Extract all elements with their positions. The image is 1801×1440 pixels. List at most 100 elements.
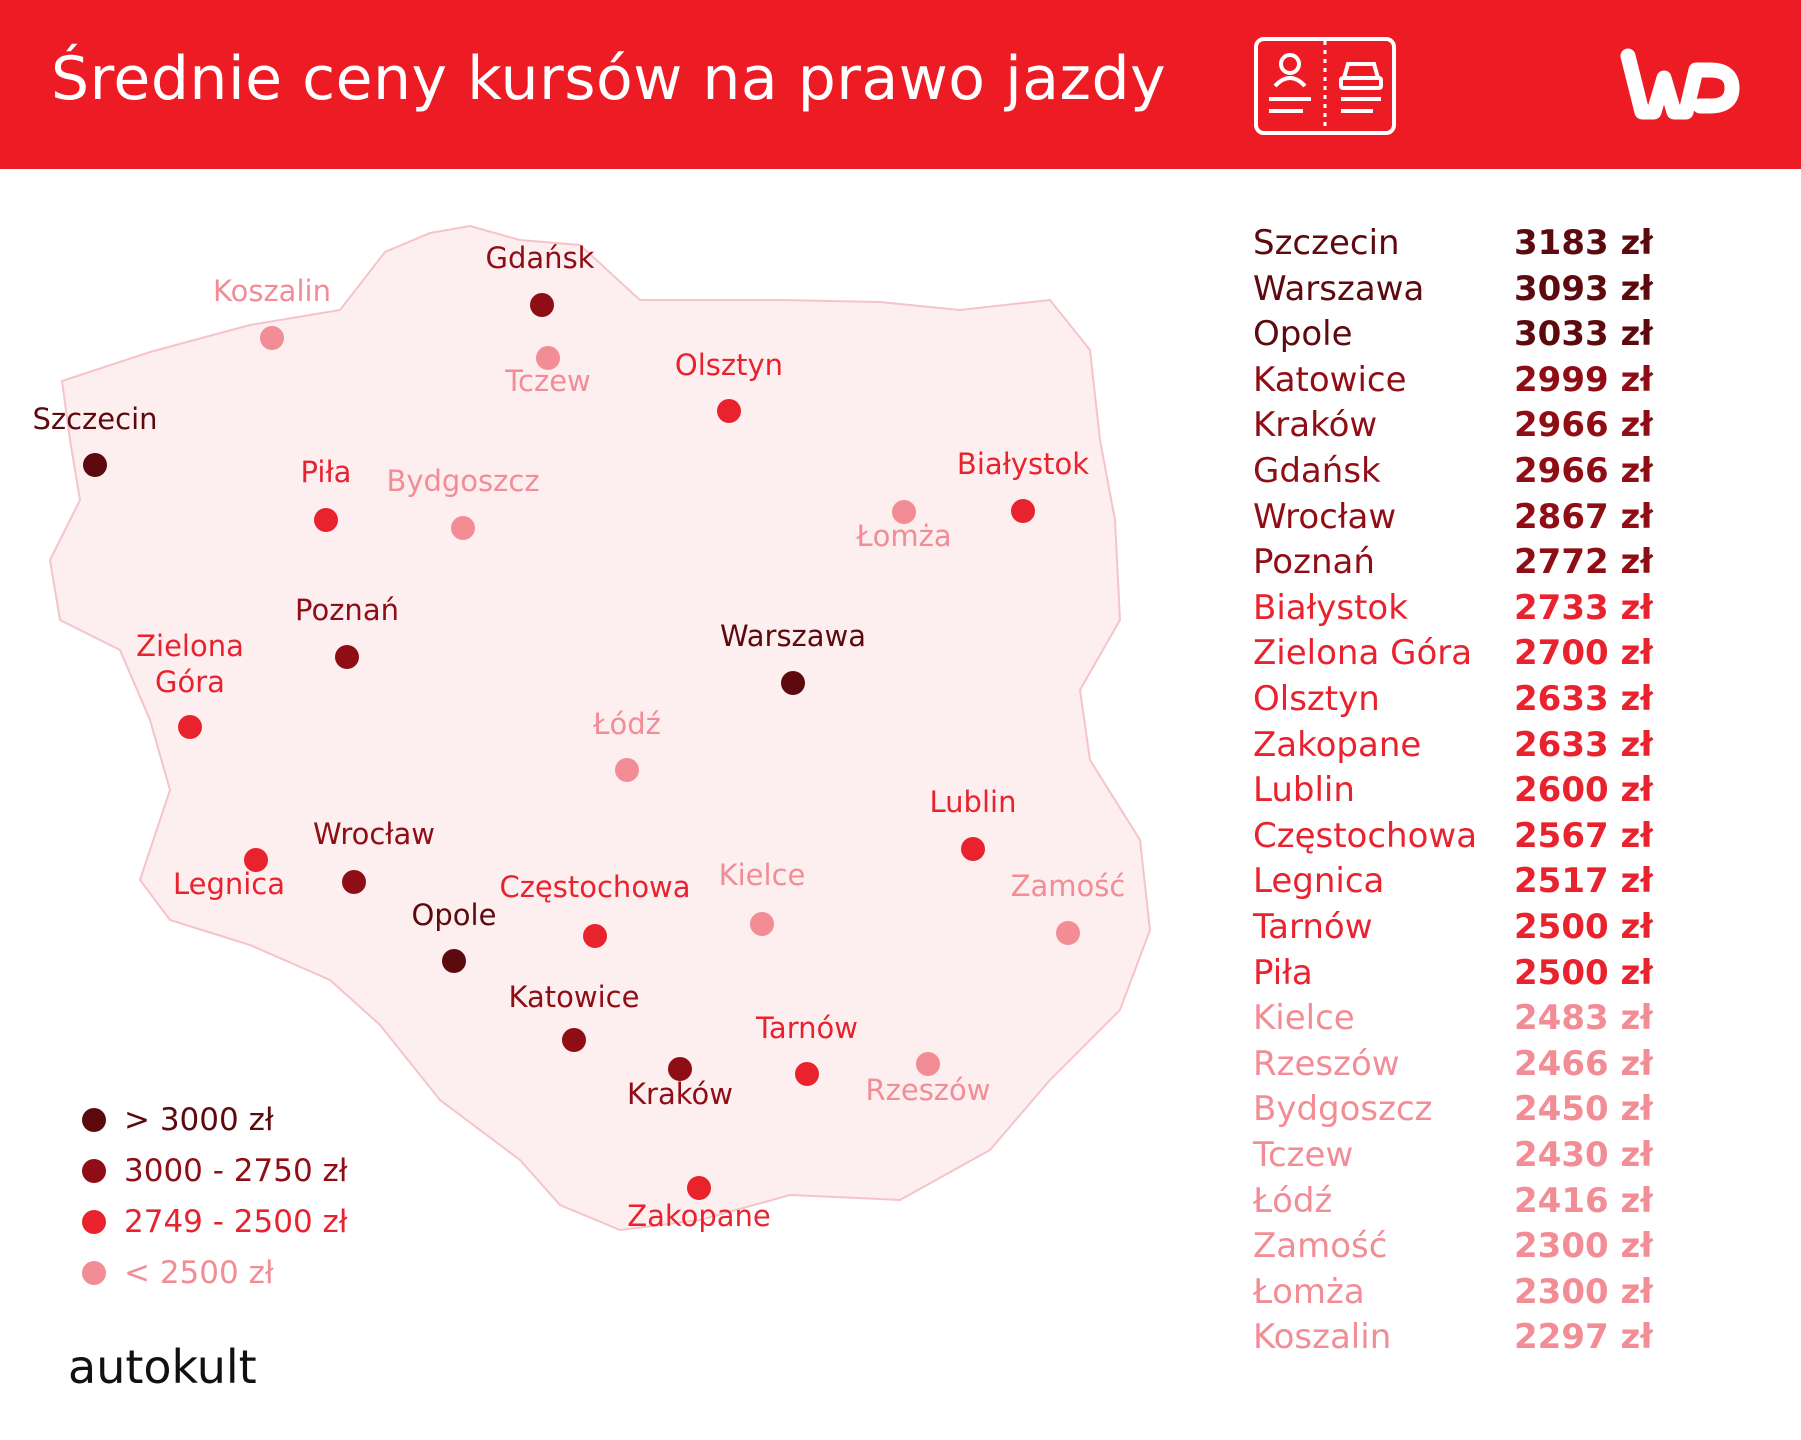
- price-row-city: Olsztyn: [1253, 679, 1380, 719]
- price-row: Legnica 2517 zł: [1253, 859, 1773, 904]
- price-row-city: Częstochowa: [1253, 815, 1478, 856]
- city-label: Zakopane: [627, 1199, 771, 1233]
- city-marker: [178, 715, 202, 739]
- price-row-city: Zamość: [1253, 1226, 1388, 1267]
- price-row: Koszalin 2297 zł: [1253, 1315, 1773, 1360]
- price-row: Zielona Góra 2700 zł: [1253, 631, 1773, 676]
- price-row-city: Zielona Góra: [1253, 633, 1473, 674]
- price-row-city: Rzeszów: [1253, 1043, 1400, 1084]
- price-row: Rzeszów 2466 zł: [1253, 1042, 1773, 1087]
- price-row-value: 2430 zł: [1514, 1135, 1653, 1175]
- city-label: Rzeszów: [865, 1073, 990, 1107]
- city-label: Warszawa: [720, 619, 866, 653]
- city-marker: [717, 399, 741, 423]
- city-label: Koszalin: [213, 274, 331, 308]
- city-marker: [451, 516, 475, 540]
- city-label: Poznań: [295, 593, 399, 627]
- price-row-city: Gdańsk: [1253, 451, 1381, 491]
- legend-dot: [82, 1261, 106, 1285]
- city-label: Białystok: [957, 447, 1089, 481]
- price-row-city: Kraków: [1253, 405, 1378, 446]
- price-row-value: 2483 zł: [1514, 998, 1653, 1039]
- legend-label: < 2500 zł: [124, 1255, 274, 1291]
- price-row: Szczecin 3183 zł: [1253, 221, 1773, 266]
- legend-dot: [82, 1108, 106, 1132]
- price-row-value: 2500 zł: [1514, 952, 1653, 993]
- source-label: autokult: [68, 1340, 257, 1394]
- legend-label: > 3000 zł: [124, 1102, 274, 1138]
- price-row: Kraków 2966 zł: [1253, 403, 1773, 448]
- price-row: Gdańsk 2966 zł: [1253, 449, 1773, 494]
- price-row-city: Lublin: [1253, 770, 1355, 811]
- city-marker: [583, 924, 607, 948]
- price-row-city: Tarnów: [1253, 907, 1373, 947]
- city-marker: [442, 949, 466, 973]
- price-row-city: Piła: [1253, 952, 1313, 993]
- price-row-city: Łódź: [1253, 1180, 1333, 1221]
- price-row-value: 2733 zł: [1514, 587, 1653, 628]
- price-row: Tczew 2430 zł: [1253, 1133, 1773, 1178]
- price-row: Zakopane 2633 zł: [1253, 723, 1773, 768]
- city-marker: [668, 1057, 692, 1081]
- legend-dot: [82, 1159, 106, 1183]
- price-row-value: 2633 zł: [1514, 724, 1653, 765]
- price-row-value: 2297 zł: [1514, 1317, 1653, 1358]
- city-marker: [961, 837, 985, 861]
- price-row-city: Łomża: [1253, 1271, 1365, 1312]
- price-row-value: 2300 zł: [1514, 1226, 1653, 1267]
- price-row-value: 2867 zł: [1514, 496, 1653, 537]
- price-row: Bydgoszcz 2450 zł: [1253, 1087, 1773, 1132]
- city-marker: [83, 453, 107, 477]
- city-label: Wrocław: [313, 817, 435, 851]
- price-row: Kielce 2483 zł: [1253, 996, 1773, 1041]
- city-marker: [530, 293, 554, 317]
- city-label: Olsztyn: [675, 348, 783, 382]
- page-title: Średnie ceny kursów na prawo jazdy: [51, 44, 1167, 114]
- wp-logo: [1620, 48, 1740, 120]
- price-row: Opole 3033 zł: [1253, 312, 1773, 357]
- city-label: Zamość: [1011, 869, 1126, 903]
- price-row-value: 2450 zł: [1514, 1089, 1653, 1130]
- price-row-city: Białystok: [1253, 587, 1408, 628]
- price-row-value: 2966 zł: [1514, 451, 1653, 491]
- price-row-value: 2700 zł: [1514, 633, 1653, 674]
- city-label: Piła: [301, 455, 352, 489]
- city-marker: [562, 1028, 586, 1052]
- price-row-value: 2517 zł: [1514, 861, 1653, 902]
- city-label: Kraków: [627, 1077, 733, 1111]
- price-row: Olsztyn 2633 zł: [1253, 677, 1773, 722]
- city-marker: [781, 671, 805, 695]
- price-row-city: Tczew: [1253, 1135, 1354, 1175]
- price-row-value: 2999 zł: [1514, 359, 1653, 400]
- price-row-value: 2466 zł: [1514, 1043, 1653, 1084]
- price-row: Częstochowa 2567 zł: [1253, 814, 1773, 859]
- price-row-city: Koszalin: [1253, 1317, 1392, 1358]
- city-label: Częstochowa: [499, 870, 690, 904]
- price-row-city: Bydgoszcz: [1253, 1089, 1433, 1130]
- city-marker: [916, 1052, 940, 1076]
- price-row-value: 2633 zł: [1514, 679, 1653, 719]
- price-row-city: Warszawa: [1253, 268, 1425, 309]
- city-label: Zielona Góra: [136, 629, 244, 699]
- city-label: Legnica: [173, 867, 285, 901]
- price-row-value: 2600 zł: [1514, 770, 1653, 811]
- city-label: Łomża: [855, 519, 951, 553]
- header-banner: Średnie ceny kursów na prawo jazdy: [0, 0, 1801, 169]
- price-row: Katowice 2999 zł: [1253, 358, 1773, 403]
- price-row-city: Wrocław: [1253, 496, 1397, 537]
- city-marker: [244, 848, 268, 872]
- poland-outline: [48, 224, 1152, 1232]
- city-marker: [335, 645, 359, 669]
- price-row-city: Kielce: [1253, 998, 1355, 1039]
- city-marker: [1056, 921, 1080, 945]
- city-marker: [795, 1062, 819, 1086]
- price-row: Zamość 2300 zł: [1253, 1224, 1773, 1269]
- city-label: Kielce: [719, 858, 806, 892]
- price-row-value: 3183 zł: [1514, 223, 1653, 263]
- price-row: Poznań 2772 zł: [1253, 540, 1773, 585]
- price-row: Łódź 2416 zł: [1253, 1179, 1773, 1224]
- city-label: Opole: [412, 898, 497, 932]
- city-label: Łódź: [592, 707, 661, 741]
- price-row-value: 2567 zł: [1514, 815, 1653, 856]
- price-row: Łomża 2300 zł: [1253, 1270, 1773, 1315]
